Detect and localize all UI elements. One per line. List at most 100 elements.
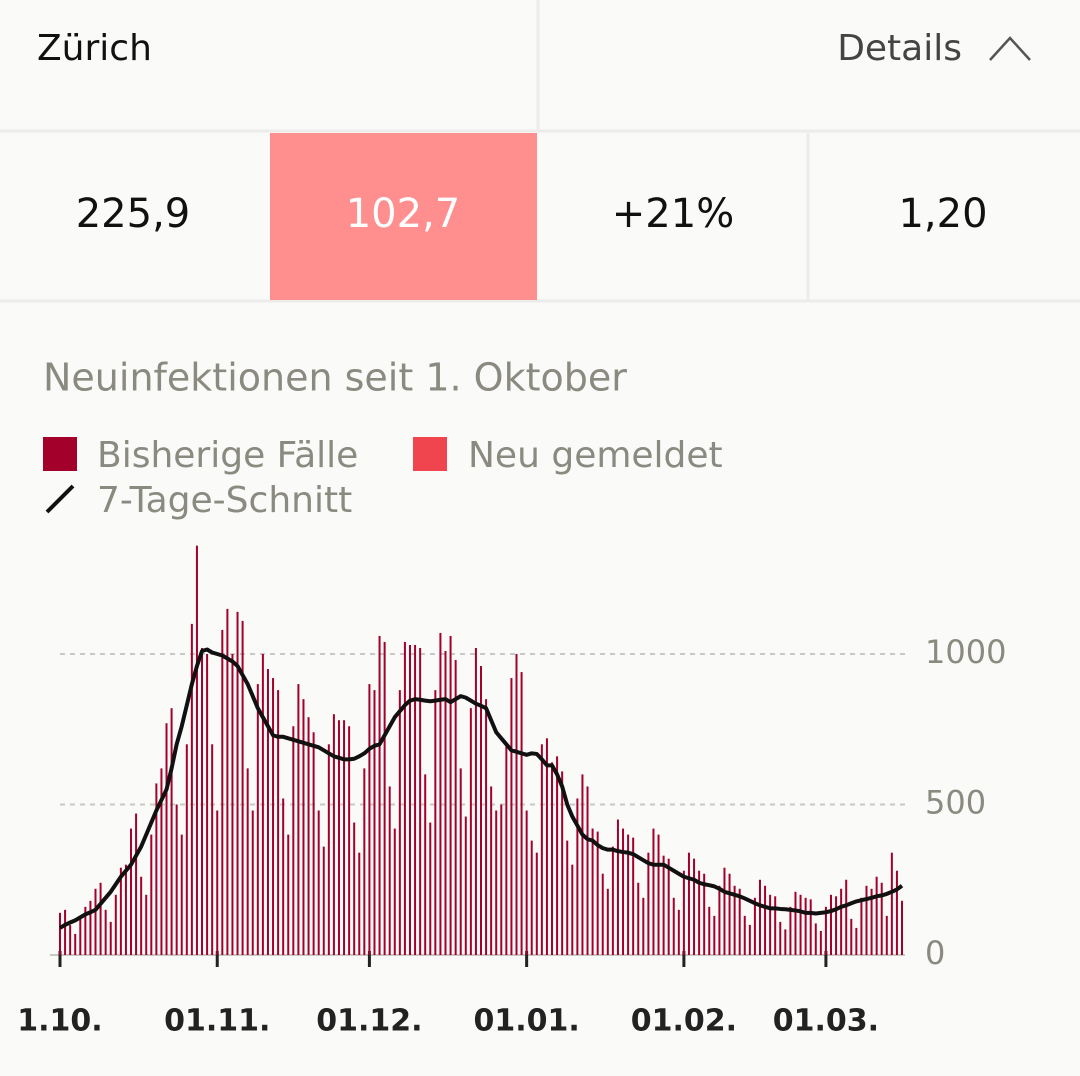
bar <box>682 870 685 955</box>
bar <box>434 690 437 955</box>
bar <box>241 620 244 955</box>
bar <box>865 885 868 955</box>
bar <box>556 756 559 955</box>
bar <box>317 810 320 955</box>
legend-swatch <box>43 437 77 471</box>
bar <box>114 894 117 955</box>
bar <box>576 798 579 955</box>
bar <box>332 714 335 955</box>
bar <box>211 744 214 955</box>
bar <box>94 888 97 955</box>
bar <box>444 650 447 955</box>
bar <box>160 768 163 955</box>
bar <box>819 930 822 955</box>
bar <box>368 684 371 955</box>
legend-label: 7-Tage-Schnitt <box>97 480 352 521</box>
bar <box>490 786 493 955</box>
legend-swatch <box>413 437 447 471</box>
bar <box>500 804 503 955</box>
bar <box>246 768 249 955</box>
bar <box>764 885 767 955</box>
bar <box>738 888 741 955</box>
bar <box>226 608 229 955</box>
bar <box>277 690 280 955</box>
bar <box>170 708 173 955</box>
bar <box>74 933 77 955</box>
bar <box>388 786 391 955</box>
bar <box>312 732 315 955</box>
bar <box>84 906 87 955</box>
bar <box>693 858 696 955</box>
y-tick-label: 500 <box>925 784 986 822</box>
bar <box>272 678 275 955</box>
bar <box>373 690 376 955</box>
bar <box>343 720 346 955</box>
bar <box>733 885 736 955</box>
bar <box>728 873 731 955</box>
legend-line <box>45 484 75 514</box>
bar <box>520 672 523 955</box>
bar <box>525 810 528 955</box>
bar <box>414 644 417 955</box>
x-tick-label: 01.11. <box>164 1004 270 1039</box>
bar <box>403 641 406 955</box>
bar <box>119 867 122 955</box>
bar <box>201 647 204 955</box>
bar <box>875 876 878 955</box>
bar <box>221 629 224 955</box>
highlight-cell <box>270 133 537 300</box>
bar <box>596 831 599 955</box>
bar <box>59 912 61 955</box>
x-tick-label: 01.03. <box>773 1004 879 1039</box>
bar <box>195 545 198 955</box>
bar <box>890 852 893 955</box>
bar <box>165 723 168 955</box>
bar <box>652 828 655 955</box>
bar <box>789 906 792 955</box>
bar <box>814 923 817 955</box>
bar <box>713 915 716 955</box>
bar <box>216 810 219 955</box>
legend-label: Bisherige Fälle <box>97 435 358 476</box>
bar <box>231 654 234 955</box>
legend-label: Neu gemeldet <box>468 435 723 476</box>
bar <box>718 885 721 955</box>
bar <box>485 699 488 955</box>
bar <box>206 654 209 955</box>
bar <box>885 915 888 955</box>
bar <box>571 864 574 955</box>
bar <box>297 684 300 955</box>
bar <box>266 669 269 955</box>
bar <box>256 684 259 955</box>
bar <box>474 647 477 955</box>
bar <box>601 873 604 955</box>
bar <box>566 840 569 955</box>
y-tick-label: 1000 <box>925 633 1006 671</box>
bar <box>708 906 711 955</box>
bar <box>551 762 554 955</box>
bar <box>515 654 518 955</box>
bar <box>642 897 645 955</box>
bar <box>840 888 843 955</box>
bar <box>353 822 356 955</box>
bar <box>378 635 381 955</box>
bar <box>439 632 442 955</box>
bar <box>845 879 848 955</box>
bar <box>860 897 863 955</box>
chevron-up[interactable] <box>989 36 1031 61</box>
y-tick-label: 0 <box>925 934 945 972</box>
bar <box>348 726 351 955</box>
bar <box>358 852 361 955</box>
bar <box>748 924 751 955</box>
bar <box>769 894 772 955</box>
bar <box>753 897 756 955</box>
bar <box>581 774 584 955</box>
stat: 102,7 <box>346 191 461 237</box>
bar <box>829 894 832 955</box>
bar <box>637 882 640 955</box>
details-toggle[interactable]: Details <box>837 28 962 69</box>
bar <box>870 888 873 955</box>
stat: 225,9 <box>76 191 191 237</box>
bar <box>647 852 650 955</box>
